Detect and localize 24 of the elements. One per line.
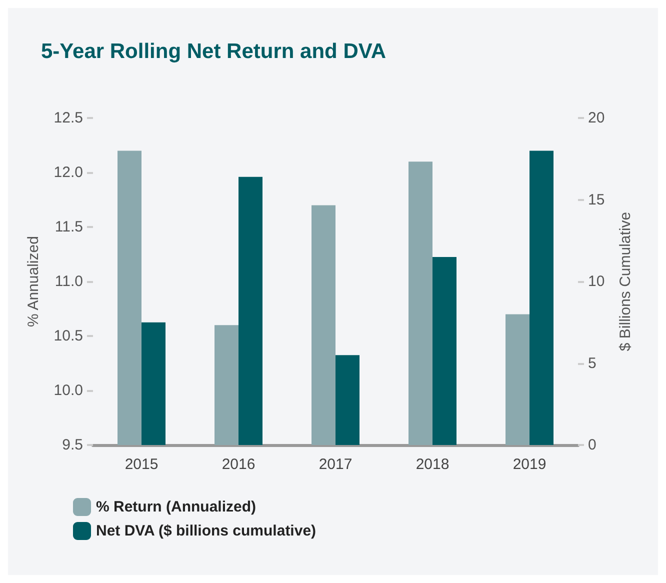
bar (238, 176, 262, 445)
x-tick-label: 2015 (124, 456, 158, 473)
legend-label: Net DVA ($ billions cumulative) (96, 522, 316, 540)
y-tick-label: 11.0 (54, 273, 83, 290)
legend-label: % Return (Annualized) (96, 498, 256, 516)
y-tick-label: 12.0 (54, 164, 83, 181)
y2-tick-label: 20 (588, 110, 605, 126)
y2-axis-title: $ Billions Cumulative (617, 212, 634, 352)
y2-tick-label: 15 (588, 191, 605, 208)
y2-tick-label: 10 (588, 273, 605, 290)
x-tick-label: 2016 (222, 456, 256, 473)
x-tick-label: 2017 (318, 456, 352, 473)
y-tick-label: 12.5 (54, 110, 83, 126)
chart-title: 5-Year Rolling Net Return and DVA (41, 40, 386, 63)
y2-tick-label: 0 (588, 436, 596, 454)
y2-tick-label: 5 (588, 354, 596, 372)
x-tick-label: 2019 (512, 456, 546, 473)
y-axis-title: % Annualized (25, 236, 42, 327)
bar (530, 150, 554, 445)
y-tick-label: 11.5 (54, 218, 83, 236)
y-tick-label: 10.5 (54, 328, 83, 344)
y-tick-label: 9.5 (62, 436, 83, 454)
x-tick-label: 2018 (416, 456, 450, 473)
y-tick-label: 10.0 (54, 382, 83, 399)
